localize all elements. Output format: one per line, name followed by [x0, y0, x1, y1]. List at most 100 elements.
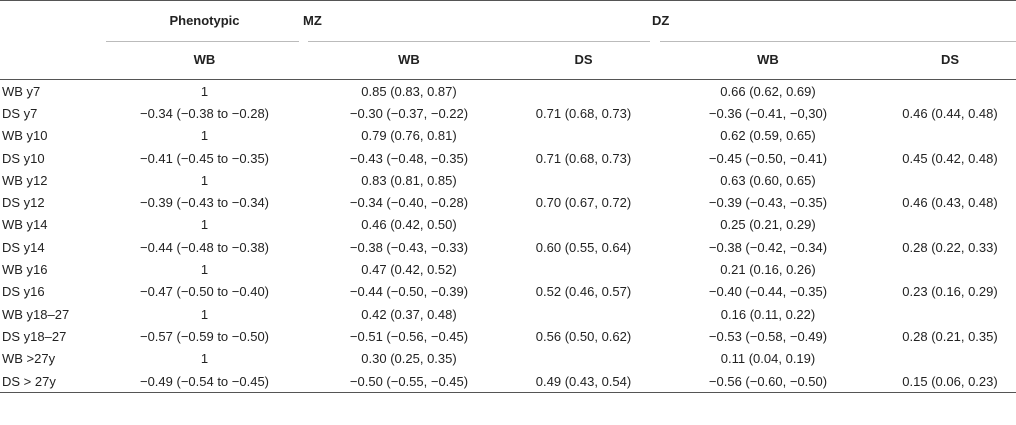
mz-wb-cell: 0.83 (0.81, 0.85) — [361, 172, 457, 188]
mz-wb-cell: −0.34 (−0.40, −0.28) — [349, 195, 469, 211]
mz-ds-cell: 0.49 (0.43, 0.54) — [515, 369, 652, 394]
dz-ds-cell — [884, 348, 1016, 370]
phenotypic-cell: −0.34 (−0.38 to −0.28) — [139, 105, 270, 121]
mz-wb-cell: −0.50 (−0.55, −0.45) — [303, 369, 515, 394]
mz-ds-cell — [515, 80, 652, 103]
table-row: DS y12 −0.39 (−0.43 to −0.34) −0.34 (−0.40… — [0, 191, 1016, 213]
phenotypic-cell: −0.49 (−0.54 to −0.45) — [106, 369, 303, 394]
row-label: WB y16 — [2, 262, 48, 278]
corner-cell — [0, 0, 106, 39]
dz-ds-cell — [884, 80, 1016, 103]
row-label: WB >27y — [2, 351, 56, 367]
dz-ds-cell — [884, 258, 1016, 280]
table-row: DS y10 −0.41 (−0.45 to −0.35) −0.43 (−0.48… — [0, 147, 1016, 169]
phenotypic-cell: −0.39 (−0.43 to −0.34) — [139, 195, 270, 211]
mz-wb-cell: 0.30 (0.25, 0.35) — [361, 351, 457, 367]
dz-ds-header: DS — [884, 39, 1016, 80]
table-row: WB y10 1 0.79 (0.76, 0.81) 0.62 (0.59, 0.65… — [0, 125, 1016, 147]
row-label: WB y7 — [2, 83, 41, 99]
table-row: WB y14 1 0.46 (0.42, 0.50) 0.25 (0.21, 0.29… — [0, 214, 1016, 236]
table-row: DS > 27y −0.49 (−0.54 to −0.45) −0.50 (−0.… — [0, 369, 1016, 394]
mz-wb-cell: −0.43 (−0.48, −0.35) — [349, 150, 469, 166]
mz-ds-cell — [515, 214, 652, 236]
mz-ds-cell — [515, 303, 652, 325]
dz-wb-cell: −0.45 (−0.50, −0.41) — [708, 150, 828, 166]
dz-header: DZ — [652, 0, 1016, 39]
dz-wb-cell: 0.62 (0.59, 0.65) — [720, 128, 816, 144]
mz-group-rule — [308, 41, 650, 42]
table-row: DS y16 −0.47 (−0.50 to −0.40) −0.44 (−0.50… — [0, 281, 1016, 303]
dz-wb-cell: 0.63 (0.60, 0.65) — [720, 172, 816, 188]
dz-ds-cell: 0.28 (0.22, 0.33) — [902, 239, 998, 255]
phenotypic-cell: −0.41 (−0.45 to −0.35) — [139, 150, 270, 166]
phenotypic-cell: −0.47 (−0.50 to −0.40) — [139, 284, 270, 300]
phenotypic-header: Phenotypic — [106, 0, 303, 39]
dz-wb-cell: −0.56 (−0.60, −0.50) — [652, 369, 884, 394]
mz-wb-cell: −0.30 (−0.37, −0.22) — [349, 105, 469, 121]
mz-wb-cell: −0.44 (−0.50, −0.39) — [349, 284, 469, 300]
phenotypic-cell: 1 — [200, 172, 209, 188]
dz-ds-cell: 0.23 (0.16, 0.29) — [902, 284, 998, 300]
mz-ds-cell: 0.52 (0.46, 0.57) — [535, 284, 632, 300]
row-label: DS y16 — [2, 284, 45, 300]
row-label: DS y7 — [2, 105, 38, 121]
phenotypic-cell: −0.57 (−0.59 to −0.50) — [139, 328, 270, 344]
mz-ds-cell: 0.71 (0.68, 0.73) — [535, 150, 632, 166]
phenotypic-cell: 1 — [200, 262, 209, 278]
row-label: WB y10 — [2, 128, 48, 144]
mz-header: MZ — [303, 0, 652, 39]
table-row: DS y14 −0.44 (−0.48 to −0.38) −0.38 (−0.43… — [0, 236, 1016, 258]
mz-ds-cell — [515, 258, 652, 280]
dz-wb-cell: −0.53 (−0.58, −0.49) — [708, 328, 828, 344]
table-row: WB y16 1 0.47 (0.42, 0.52) 0.21 (0.16, 0.26… — [0, 258, 1016, 280]
phenotypic-cell: 1 — [200, 217, 209, 233]
mz-ds-cell: 0.56 (0.50, 0.62) — [535, 328, 632, 344]
mz-wb-cell: −0.51 (−0.56, −0.45) — [349, 328, 469, 344]
mz-wb-header: WB — [303, 39, 515, 80]
table-row: WB y12 1 0.83 (0.81, 0.85) 0.63 (0.60, 0.65… — [0, 169, 1016, 191]
dz-wb-cell: 0.66 (0.62, 0.69) — [720, 83, 816, 99]
phenotypic-group-rule — [106, 41, 299, 42]
dz-wb-cell: 0.16 (0.11, 0.22) — [720, 306, 816, 322]
dz-wb-cell: −0.38 (−0.42, −0.34) — [708, 239, 828, 255]
dz-ds-cell: 0.46 (0.44, 0.48) — [902, 105, 998, 121]
dz-wb-cell: −0.39 (−0.43, −0.35) — [708, 195, 828, 211]
dz-wb-cell: 0.21 (0.16, 0.26) — [720, 262, 816, 278]
row-label: DS y14 — [2, 239, 45, 255]
corner-subcell — [0, 39, 106, 80]
dz-group-rule — [660, 41, 1016, 42]
table-row: WB y7 1 0.85 (0.83, 0.87) 0.66 (0.62, 0.69) — [0, 80, 1016, 103]
mz-wb-cell: 0.85 (0.83, 0.87) — [361, 83, 457, 99]
table-row: WB >27y 1 0.30 (0.25, 0.35) 0.11 (0.04, 0.1… — [0, 348, 1016, 370]
row-label: DS y12 — [2, 195, 45, 211]
dz-ds-cell — [884, 214, 1016, 236]
dz-ds-cell: 0.15 (0.06, 0.23) — [884, 369, 1016, 394]
dz-wb-cell: −0.40 (−0.44, −0.35) — [708, 284, 828, 300]
dz-ds-cell: 0.46 (0.43, 0.48) — [902, 195, 998, 211]
dz-ds-cell: 0.28 (0.21, 0.35) — [902, 328, 998, 344]
mz-wb-cell: 0.42 (0.37, 0.48) — [361, 306, 457, 322]
dz-wb-cell: −0.36 (−0.41, −0,30) — [708, 105, 828, 121]
sub-header-row: WB WB DS WB DS — [0, 39, 1016, 80]
phenotypic-cell: 1 — [200, 128, 209, 144]
dz-ds-cell — [884, 169, 1016, 191]
dz-ds-cell: 0.45 (0.42, 0.48) — [902, 150, 998, 166]
phenotypic-cell: 1 — [200, 306, 209, 322]
mz-wb-cell: 0.79 (0.76, 0.81) — [361, 128, 457, 144]
mz-wb-cell: 0.47 (0.42, 0.52) — [361, 262, 457, 278]
table-row: WB y18–27 1 0.42 (0.37, 0.48) 0.16 (0.11, 0… — [0, 303, 1016, 325]
row-label: DS y18–27 — [2, 328, 67, 344]
mz-ds-cell — [515, 169, 652, 191]
phenotypic-cell: −0.44 (−0.48 to −0.38) — [139, 239, 270, 255]
dz-ds-cell — [884, 303, 1016, 325]
correlation-table: Phenotypic MZ DZ WB WB DS WB DS WB y7 1 0.… — [0, 0, 1016, 394]
table-row: DS y7 −0.34 (−0.38 to −0.28) −0.30 (−0.37,… — [0, 102, 1016, 124]
dz-wb-header: WB — [652, 39, 884, 80]
mz-ds-cell — [515, 348, 652, 370]
phenotypic-cell: 1 — [200, 83, 209, 99]
row-label: DS > 27y — [0, 369, 106, 394]
group-header-row: Phenotypic MZ DZ — [0, 0, 1016, 39]
mz-ds-cell: 0.60 (0.55, 0.64) — [535, 239, 632, 255]
table-row: DS y18–27 −0.57 (−0.59 to −0.50) −0.51 (−0… — [0, 325, 1016, 347]
